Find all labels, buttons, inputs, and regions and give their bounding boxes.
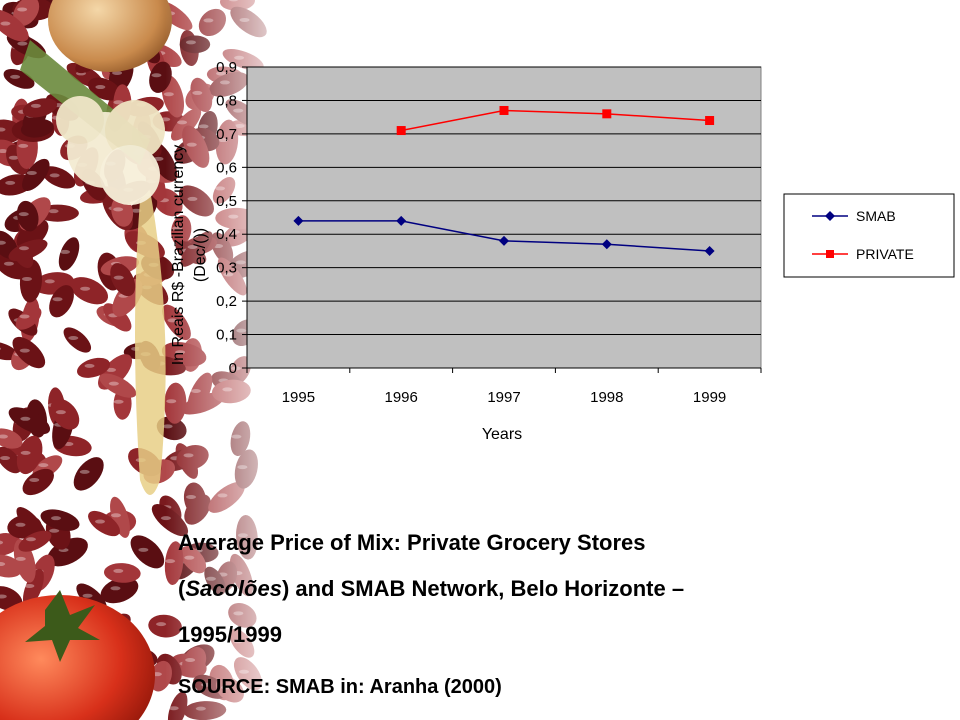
gridlines <box>247 66 761 336</box>
plot-area <box>246 66 762 369</box>
data-point-private <box>705 116 715 126</box>
legend-smab-diamond-icon <box>825 211 835 221</box>
data-point-private <box>499 105 509 115</box>
y-tick-label: 0,9 <box>216 59 237 76</box>
y-axis-title-unit: (Dec/()) <box>192 228 209 282</box>
caption-line-3: 1995/1999 <box>178 622 282 647</box>
y-tick-label: 0 <box>229 360 237 377</box>
legend-private-square-icon <box>826 250 834 258</box>
data-point-smab <box>601 239 612 250</box>
caption-line-2-rest: ) and SMAB Network, Belo Horizonte – <box>281 576 685 601</box>
x-axis-title: Years <box>482 426 522 443</box>
caption-open-paren: ( <box>178 576 186 601</box>
caption-line-2: (Sacolões) and SMAB Network, Belo Horizo… <box>178 566 948 612</box>
y-tick-label: 0,7 <box>216 126 237 143</box>
caption-italic-term: Sacolões <box>185 576 282 601</box>
series-layer <box>293 105 715 256</box>
x-tick-label: 1999 <box>693 389 726 406</box>
series-line-private <box>401 109 710 132</box>
y-tick-label: 0,6 <box>216 159 237 176</box>
y-tick-label: 0,8 <box>216 92 237 109</box>
data-point-smab <box>704 245 715 256</box>
legend-private-label: PRIVATE <box>856 246 914 262</box>
x-axis-ticks: 1995 1996 1997 1998 1999 <box>246 368 762 406</box>
x-tick-label: 1996 <box>385 389 418 406</box>
data-point-smab <box>499 235 509 246</box>
line-chart: 00,10,20,30,40,50,60,70,80,9 1995 1996 199… <box>170 59 955 443</box>
y-axis-title: In Reais R$ -Brazilian currency <box>170 145 187 366</box>
data-point-private <box>602 109 612 119</box>
y-tick-label: 0,1 <box>216 327 237 344</box>
x-tick-label: 1995 <box>282 389 315 406</box>
source-note: SOURCE: SMAB in: Aranha (2000) <box>178 676 502 698</box>
y-tick-label: 0,5 <box>216 193 237 210</box>
legend-box <box>783 193 955 278</box>
y-axis-ticks: 0 0,1 0,2 0,3 0,4 0,5 0,6 0,7 0,8 0,9 <box>216 59 247 377</box>
x-tick-label: 1998 <box>590 389 623 406</box>
data-point-smab <box>293 215 304 226</box>
legend: SMAB PRIVATE <box>783 193 955 278</box>
legend-smab-label: SMAB <box>856 208 896 224</box>
x-tick-label: 1997 <box>487 389 520 406</box>
data-point-smab <box>396 215 407 226</box>
chart-caption: Average Price of Mix: Private Grocery St… <box>178 520 948 658</box>
y-tick-label: 0,4 <box>216 226 237 243</box>
y-tick-label: 0,3 <box>216 260 237 277</box>
caption-line-1: Average Price of Mix: Private Grocery St… <box>178 530 646 555</box>
y-tick-label: 0,2 <box>216 293 237 310</box>
data-point-private <box>396 126 406 136</box>
